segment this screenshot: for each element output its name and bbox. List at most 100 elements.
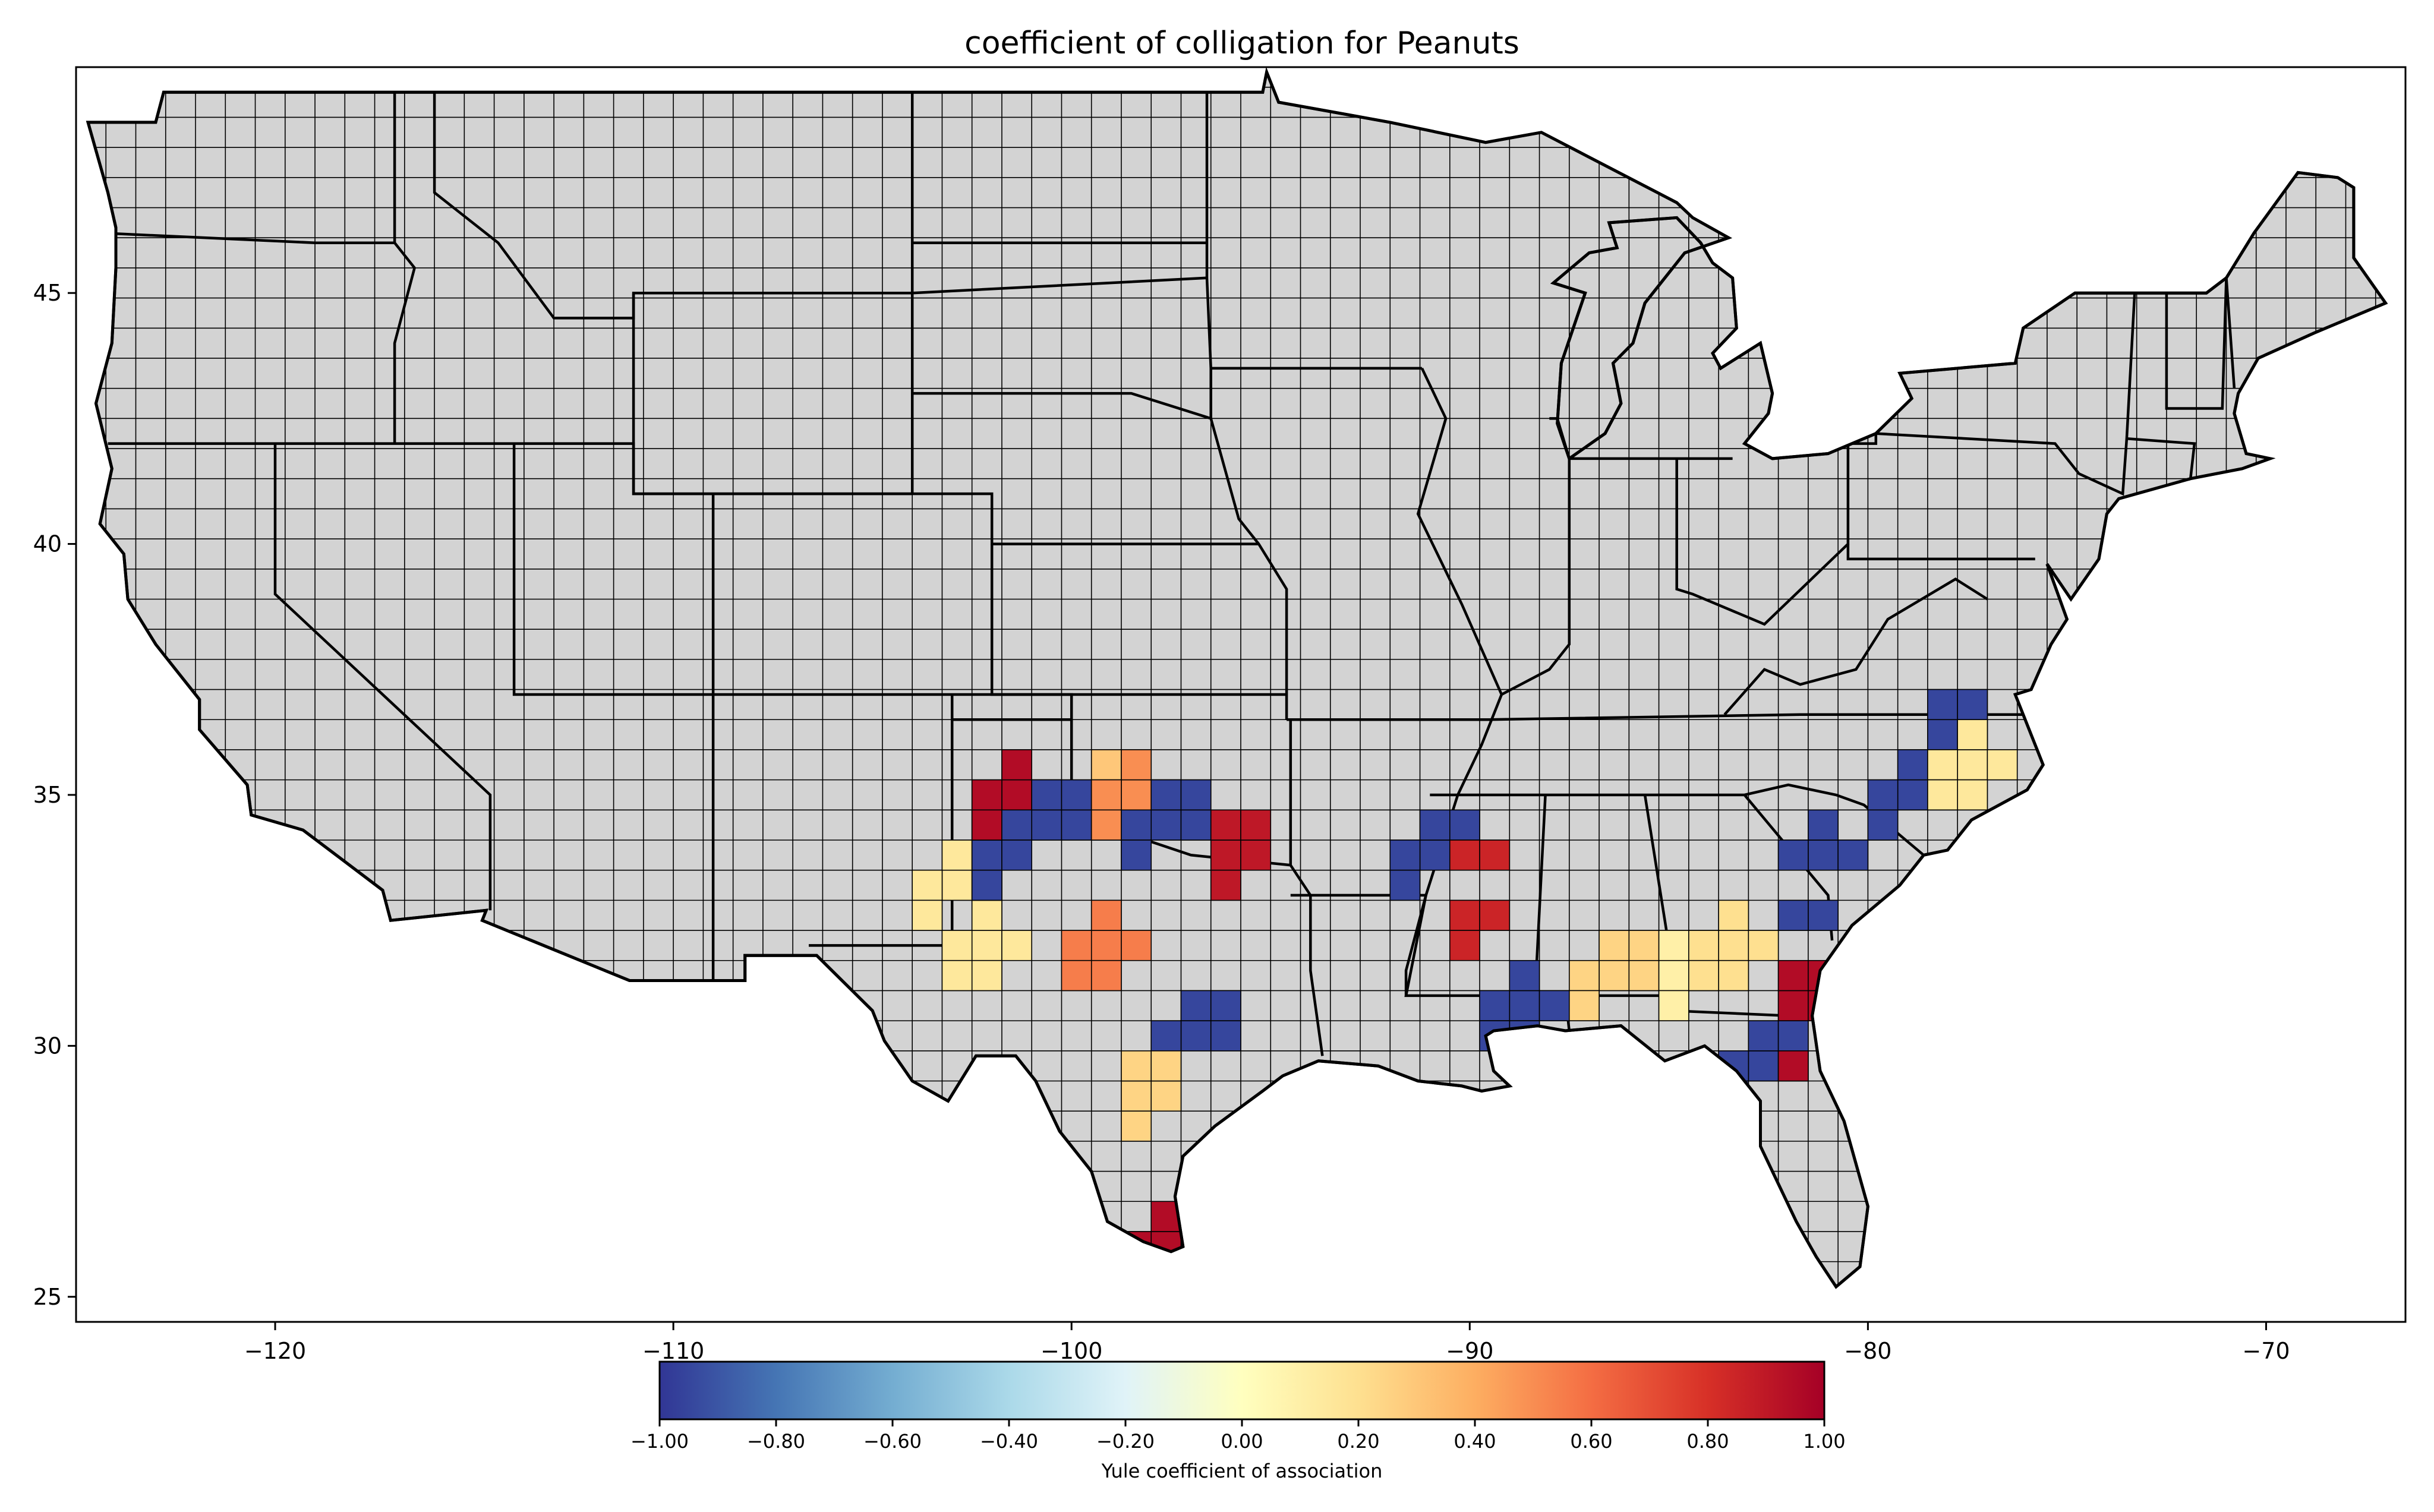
county-cell: [1210, 990, 1241, 1021]
county-cell: [1180, 990, 1212, 1021]
county-cell: [1777, 959, 1809, 992]
county-cell: [1419, 809, 1451, 841]
county-cluster: [941, 899, 1033, 992]
county-cell: [971, 959, 1002, 992]
county-cell: [912, 899, 943, 931]
county-cell: [1658, 959, 1689, 992]
colorbar-tick-label: −0.40: [980, 1430, 1038, 1453]
county-cell: [1121, 809, 1152, 841]
county-cell: [971, 930, 1002, 961]
colorbar-tick-label: −1.00: [630, 1430, 689, 1453]
county-cell: [1927, 749, 1958, 781]
county-cell: [1121, 839, 1152, 871]
x-tick-label: −100: [1041, 1338, 1102, 1364]
county-cell: [1449, 809, 1480, 841]
county-cell: [1777, 1050, 1809, 1082]
county-cell: [1658, 930, 1689, 961]
colorbar-label: Yule coefficient of association: [1101, 1460, 1383, 1482]
county-cell: [1449, 899, 1480, 931]
county-cell: [971, 809, 1002, 841]
x-tick-label: −110: [642, 1338, 704, 1364]
y-tick-label: 30: [33, 1033, 62, 1059]
county-cell: [1957, 779, 1988, 811]
county-cell: [1867, 809, 1899, 841]
colorbar-tick-label: −0.60: [863, 1430, 922, 1453]
county-cell: [1389, 869, 1421, 901]
x-axis: −120 −110 −100 −90 −80 −70: [244, 1322, 2290, 1364]
county-cluster: [1150, 990, 1241, 1082]
x-tick-label: −70: [2242, 1338, 2290, 1364]
county-cell: [1748, 930, 1779, 961]
coastline: [86, 67, 2388, 1289]
county-cell: [941, 869, 973, 901]
county-value-layer: [912, 689, 2018, 1287]
colorbar-ticks: −1.00 −0.80 −0.60 −0.40 −0.20 0.00 0.20 0.40 0.6…: [630, 1419, 1846, 1453]
county-cell: [1210, 869, 1241, 901]
county-cell: [1150, 1080, 1182, 1112]
county-cell: [1599, 930, 1630, 961]
colorbar-tick-label: 1.00: [1803, 1430, 1845, 1453]
county-cell: [1150, 809, 1182, 841]
county-cell: [1180, 779, 1212, 811]
county-cell: [1150, 779, 1182, 811]
county-cell: [1121, 1080, 1152, 1112]
colorbar-tick-label: 0.20: [1337, 1430, 1379, 1453]
county-cell: [1449, 839, 1480, 871]
county-cluster: [1569, 930, 1660, 1021]
county-cell: [1509, 959, 1540, 992]
colorbar-tick-label: 0.60: [1570, 1430, 1612, 1453]
x-tick-label: −80: [1844, 1338, 1891, 1364]
county-cell: [1927, 779, 1958, 811]
county-cell: [1240, 809, 1272, 841]
county-cell: [1837, 839, 1869, 871]
county-cluster: [1210, 809, 1272, 901]
county-cell: [1001, 839, 1033, 871]
county-cell: [1121, 1110, 1152, 1142]
county-cell: [1061, 959, 1092, 992]
county-cell: [1090, 930, 1122, 961]
county-cell: [1090, 809, 1122, 841]
county-cell: [1688, 959, 1719, 992]
county-cell: [1001, 809, 1033, 841]
county-cell: [1688, 930, 1719, 961]
county-cell: [1090, 779, 1122, 811]
county-cell: [1897, 749, 1928, 781]
county-cell: [1449, 930, 1480, 961]
county-cell: [1150, 1020, 1182, 1052]
county-cell: [1090, 959, 1122, 992]
county-cell: [1777, 990, 1809, 1021]
county-cell: [941, 930, 973, 961]
county-cell: [1210, 1020, 1241, 1052]
county-cell: [971, 899, 1002, 931]
county-cell: [1927, 689, 1958, 721]
county-cell: [1479, 899, 1511, 931]
colorbar-tick-label: 0.80: [1686, 1430, 1729, 1453]
colorbar-tick-label: 0.00: [1221, 1430, 1263, 1453]
county-cluster: [1121, 1050, 1182, 1142]
colorbar-gradient: [658, 1361, 1826, 1421]
county-cell: [1718, 959, 1749, 992]
county-cell: [1479, 990, 1511, 1021]
county-cluster: [1061, 899, 1152, 992]
county-cell: [1748, 1050, 1779, 1082]
county-cell: [1240, 839, 1272, 871]
county-cell: [1180, 809, 1212, 841]
county-cell: [1150, 1050, 1182, 1082]
county-cell: [1389, 839, 1421, 871]
county-cell: [1061, 779, 1092, 811]
county-cell: [1777, 1020, 1809, 1052]
map-title: coefficient of colligation for Peanuts: [964, 26, 1519, 61]
colorbar-tick-label: −0.20: [1096, 1430, 1155, 1453]
county-cell: [1061, 809, 1092, 841]
county-cell: [1538, 990, 1570, 1021]
county-cell: [1121, 1050, 1152, 1082]
y-tick-label: 40: [33, 531, 62, 557]
county-cell: [912, 869, 943, 901]
county-cluster: [1449, 839, 1511, 961]
county-cluster: [1001, 779, 1092, 871]
county-cell: [1090, 749, 1122, 781]
county-cell: [971, 839, 1002, 871]
county-cell: [1031, 809, 1062, 841]
county-cell: [1628, 930, 1660, 961]
